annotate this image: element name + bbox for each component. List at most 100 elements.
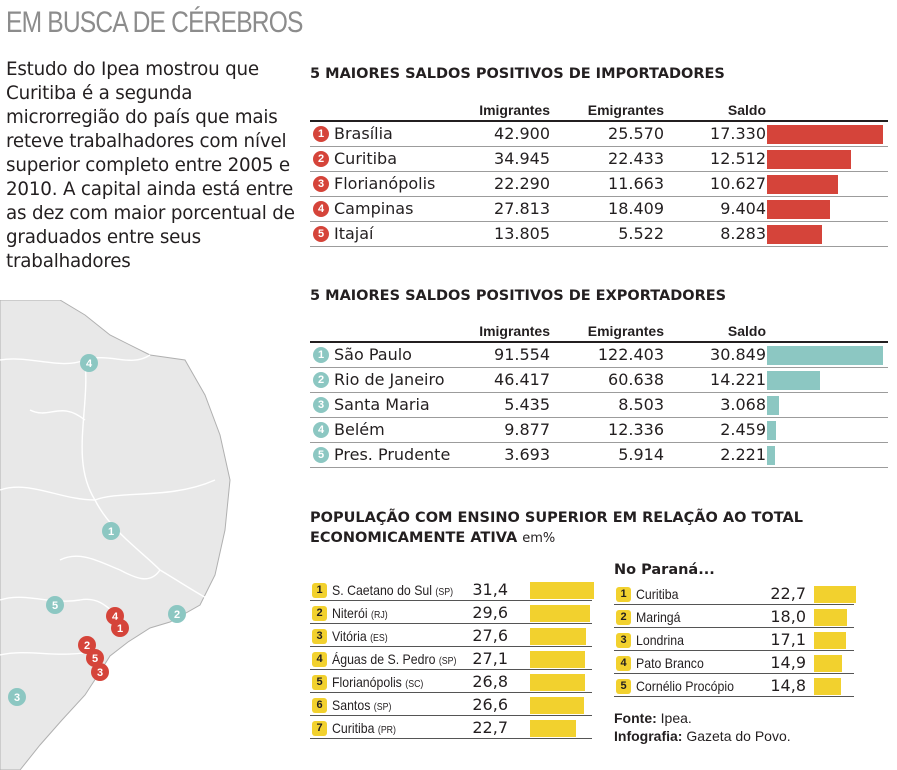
- population-name: Santos (SP): [332, 697, 391, 713]
- importer-emigrantes: 18.409: [608, 199, 664, 218]
- importer-saldo-bar: [767, 225, 822, 244]
- population-row: 7 Curitiba (PR) 22,7: [310, 718, 592, 739]
- row-rule: [310, 623, 592, 624]
- svg-text:1: 1: [117, 623, 123, 635]
- importer-name: Itajaí: [334, 224, 374, 243]
- exporter-row: 1 São Paulo 91.554 122.403 30.849: [310, 343, 888, 368]
- parana-name: Pato Branco: [636, 655, 704, 671]
- importer-saldo: 10.627: [710, 174, 766, 193]
- exporter-row: 5 Pres. Prudente 3.693 5.914 2.221: [310, 443, 888, 468]
- importers-title: 5 MAIORES SALDOS POSITIVOS DE IMPORTADOR…: [310, 66, 725, 82]
- row-rule: [614, 696, 854, 697]
- map-marker: 1: [111, 619, 129, 637]
- population-bar: [530, 720, 576, 737]
- population-row: 6 Santos (SP) 26,6: [310, 695, 592, 716]
- rank-badge: 7: [312, 721, 327, 736]
- row-rule: [614, 650, 854, 651]
- exporter-imigrantes: 5.435: [504, 395, 550, 414]
- exporter-imigrantes: 9.877: [504, 420, 550, 439]
- population-name: Águas de S. Pedro (SP): [332, 651, 456, 667]
- city-name: Cornélio Procópio: [636, 678, 734, 694]
- exporter-name: Belém: [334, 420, 385, 439]
- importer-saldo-bar: [767, 125, 883, 144]
- population-unit: em%: [522, 531, 556, 546]
- population-value: 31,4: [472, 580, 508, 599]
- importer-imigrantes: 22.290: [494, 174, 550, 193]
- rank-badge: 4: [616, 656, 631, 671]
- parana-bar: [814, 632, 846, 649]
- city-name: Águas de S. Pedro: [332, 651, 436, 667]
- importer-emigrantes: 25.570: [608, 124, 664, 143]
- population-row: 3 Vitória (ES) 27,6: [310, 626, 592, 647]
- state-code: (SP): [373, 702, 392, 713]
- parana-name: Cornélio Procópio: [636, 678, 734, 694]
- exporters-title: 5 MAIORES SALDOS POSITIVOS DE EXPORTADOR…: [310, 288, 727, 304]
- row-rule: [310, 221, 888, 222]
- importer-row: 2 Curitiba 34.945 22.433 12.512: [310, 147, 888, 172]
- exporter-saldo-bar: [767, 446, 775, 465]
- exporter-imigrantes: 3.693: [504, 445, 550, 464]
- exporter-emigrantes: 60.638: [608, 370, 664, 389]
- importer-imigrantes: 27.813: [494, 199, 550, 218]
- rank-badge: 4: [312, 652, 327, 667]
- row-rule: [310, 367, 888, 368]
- population-bar: [530, 674, 585, 691]
- importer-saldo-bar: [767, 200, 830, 219]
- parana-bar: [814, 586, 856, 603]
- importer-imigrantes: 13.805: [494, 224, 550, 243]
- page-title: EM BUSCA DE CÉREBROS: [6, 6, 303, 39]
- city-name: Santos: [332, 697, 371, 713]
- city-name: Londrina: [636, 632, 684, 648]
- state-code: (SC): [405, 679, 424, 690]
- intro-text: Estudo do Ipea mostrou que Curitiba é a …: [6, 59, 295, 272]
- parana-row: 3 Londrina 17,1: [614, 630, 854, 651]
- importer-emigrantes: 5.522: [618, 224, 664, 243]
- population-row: 2 Niterói (RJ) 29,6: [310, 603, 592, 624]
- rank-badge: 1: [313, 126, 329, 142]
- exporter-name: Pres. Prudente: [334, 445, 451, 464]
- parana-value: 22,7: [770, 584, 806, 603]
- row-rule: [310, 646, 592, 647]
- population-value: 29,6: [472, 603, 508, 622]
- rank-badge: 1: [616, 587, 631, 602]
- importer-name: Florianópolis: [334, 174, 436, 193]
- exporter-emigrantes: 5.914: [618, 445, 664, 464]
- rank-badge: 4: [313, 422, 329, 438]
- rank-badge: 5: [313, 226, 329, 242]
- exporter-saldo-bar: [767, 371, 820, 390]
- svg-text:3: 3: [14, 692, 20, 704]
- row-rule: [310, 442, 888, 443]
- exporter-emigrantes: 8.503: [618, 395, 664, 414]
- row-rule: [310, 467, 888, 468]
- rank-badge: 2: [313, 151, 329, 167]
- source-credit: Fonte: Ipea.: [614, 710, 692, 726]
- exporter-imigrantes: 91.554: [494, 345, 550, 364]
- importers-col-imigrantes: Imigrantes: [479, 102, 550, 118]
- exporter-saldo: 30.849: [710, 345, 766, 364]
- exporter-saldo-bar: [767, 421, 776, 440]
- population-row: 1 S. Caetano do Sul (SP) 31,4: [310, 580, 594, 601]
- importer-imigrantes: 42.900: [494, 124, 550, 143]
- map-marker: 1: [102, 522, 120, 540]
- row-rule: [310, 715, 592, 716]
- rank-badge: 6: [312, 698, 327, 713]
- parana-title: No Paraná...: [614, 562, 715, 578]
- population-title-line2: ECONOMICAMENTE ATIVA em%: [310, 530, 556, 546]
- svg-text:5: 5: [92, 653, 98, 665]
- parana-name: Curitiba: [636, 586, 678, 602]
- importer-saldo-bar: [767, 150, 851, 169]
- exporter-row: 4 Belém 9.877 12.336 2.459: [310, 418, 888, 443]
- importer-row: 5 Itajaí 13.805 5.522 8.283: [310, 222, 888, 247]
- row-rule: [310, 196, 888, 197]
- population-value: 22,7: [472, 718, 508, 737]
- svg-text:5: 5: [52, 600, 58, 612]
- rank-badge: 2: [616, 610, 631, 625]
- rank-badge: 5: [312, 675, 327, 690]
- map-marker: 2: [78, 636, 96, 654]
- population-value: 26,6: [472, 695, 508, 714]
- parana-bar: [814, 609, 847, 626]
- city-name: Curitiba: [636, 586, 679, 602]
- importer-emigrantes: 22.433: [608, 149, 664, 168]
- parana-row: 5 Cornélio Procópio 14,8: [614, 676, 854, 697]
- importer-name: Curitiba: [334, 149, 398, 168]
